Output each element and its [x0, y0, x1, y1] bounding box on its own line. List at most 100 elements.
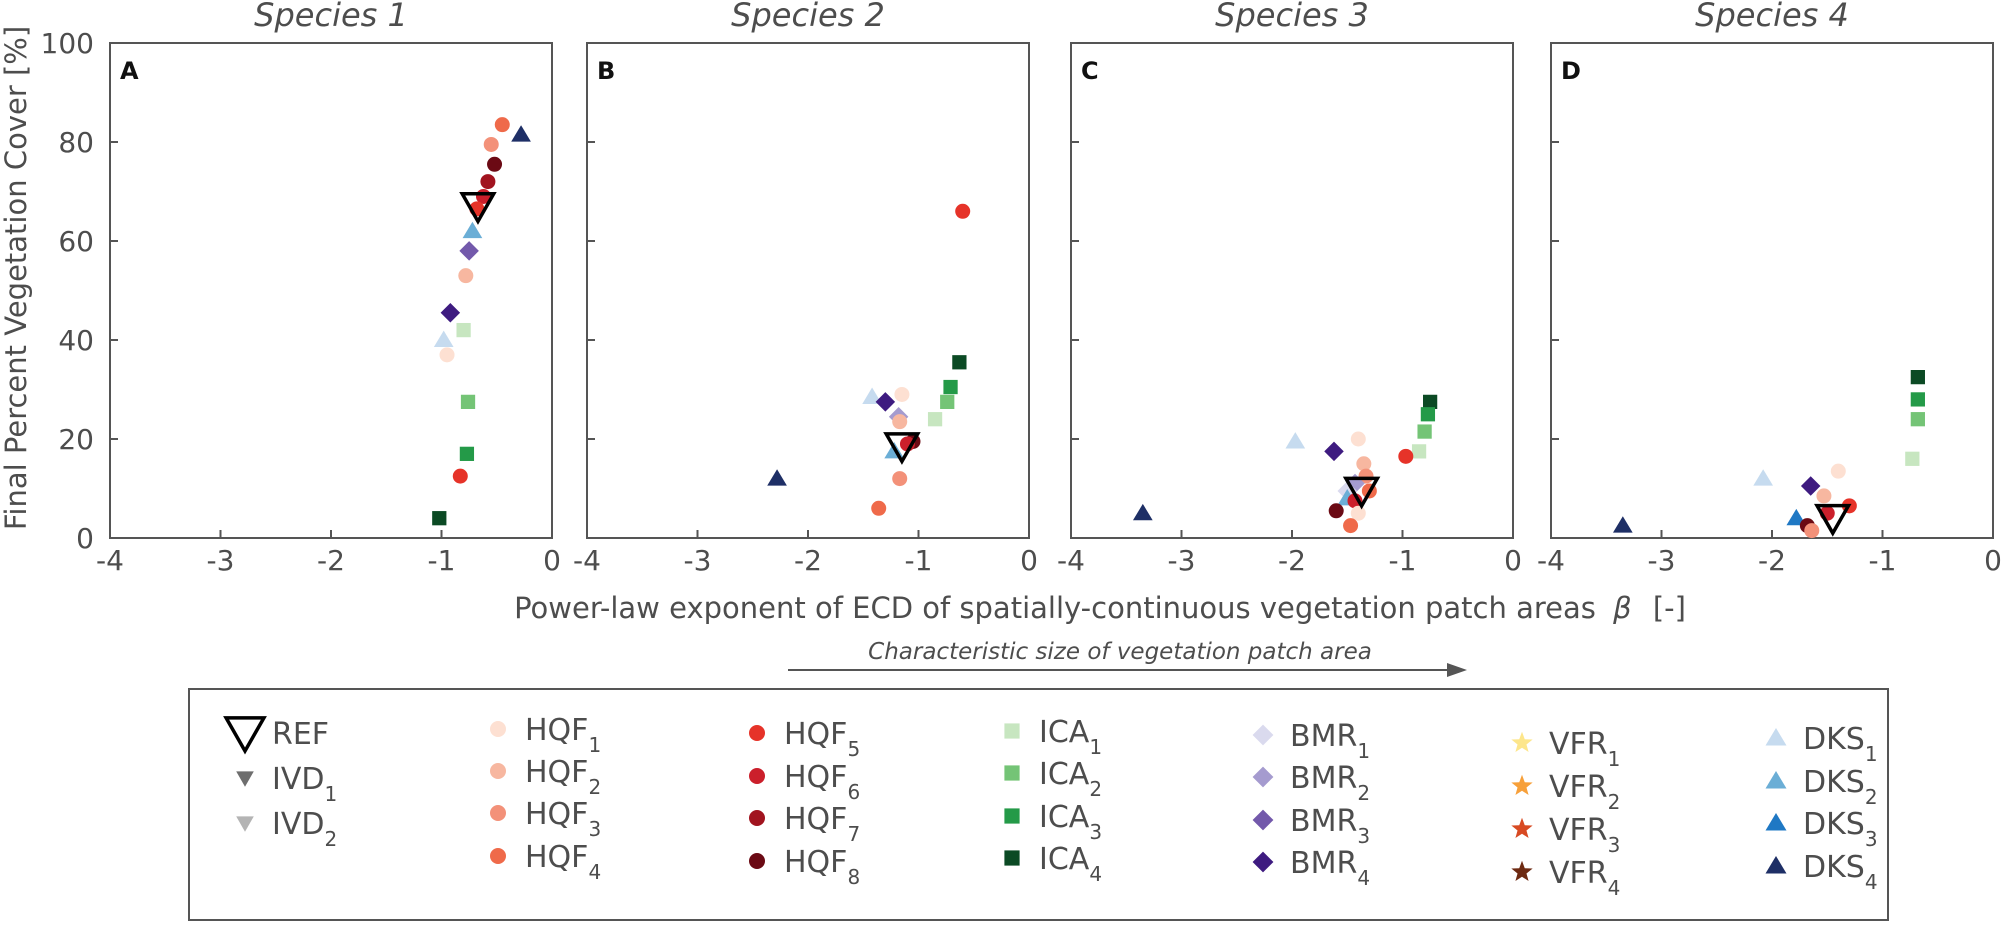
x-tick-label: -3 [1648, 544, 1676, 577]
legend-marker-vfr2 [1511, 774, 1533, 796]
x-tick-label: 0 [1020, 544, 1038, 577]
legend-marker-dks2 [1765, 771, 1787, 789]
x-tick-label: 0 [543, 544, 561, 577]
x-tick-label: -1 [905, 544, 933, 577]
data-point-ica3 [943, 379, 958, 395]
legend-marker-dks1 [1765, 728, 1787, 746]
data-point-hqf5 [955, 203, 971, 219]
data-point-ica2 [940, 394, 955, 409]
legend-marker-bmr4 [1252, 851, 1274, 873]
data-point-bmr4 [1800, 476, 1821, 496]
y-tick-label: 60 [58, 225, 94, 258]
panel-letter: A [120, 57, 139, 85]
data-point-hqf2 [1816, 488, 1832, 504]
legend-label-subscript: 4 [1357, 866, 1370, 890]
data-point-ica4 [1910, 370, 1925, 385]
legend-label: HQF4 [525, 840, 601, 884]
panel-title: Species 3 [1215, 0, 1369, 34]
legend-label: BMR4 [1290, 846, 1370, 890]
legend-label-name: IVD [272, 807, 324, 842]
panel-C: -4 -3 -2 -1 0 Species 3 C [1057, 0, 1522, 577]
legend-item-vfr3: VFR3 [1511, 813, 1620, 857]
data-point-hqf4 [494, 117, 510, 133]
legend-marker-hqf4 [490, 848, 506, 864]
legend-label-subscript: 8 [847, 865, 860, 889]
legend-label: ICA3 [1039, 800, 1102, 844]
data-point-ica1 [927, 412, 943, 427]
legend-label-subscript: 1 [1865, 742, 1878, 766]
legend-marker-hqf8 [749, 853, 765, 869]
legend-label-subscript: 2 [1608, 790, 1621, 814]
data-point-bmr4 [875, 392, 896, 412]
legend-item-bmr3: BMR3 [1252, 804, 1370, 848]
x-tick-label: -2 [1758, 544, 1786, 577]
legend-label-subscript: 3 [1608, 833, 1621, 857]
legend-marker-hqf5 [749, 725, 765, 741]
data-point-hqf3 [483, 136, 499, 152]
data-point-ica4 [1423, 394, 1438, 409]
legend-item-hqf5: HQF5 [749, 717, 860, 761]
legend-label-name: BMR [1290, 804, 1357, 839]
data-point-dks1 [433, 330, 454, 348]
legend-label-subscript: 2 [1089, 777, 1102, 801]
legend-item-hqf2: HQF2 [490, 755, 601, 799]
legend-label-subscript: 2 [588, 775, 601, 799]
legend-marker-ref [223, 716, 267, 755]
legend-label-name: HQF [784, 760, 847, 795]
legend-label-subscript: 3 [1089, 820, 1102, 844]
legend-label-name: ICA [1039, 715, 1090, 750]
legend-box [188, 688, 1889, 921]
legend-label-subscript: 1 [1357, 739, 1370, 763]
legend-marker-vfr4 [1511, 860, 1533, 882]
legend-label-subscript: 1 [588, 733, 601, 757]
legend-label-name: VFR [1549, 770, 1608, 805]
legend-item-hqf1: HQF1 [490, 713, 601, 757]
x-tick-label: -2 [1278, 544, 1306, 577]
legend-item-ref: REF [223, 716, 329, 755]
data-point-hqf1 [439, 347, 455, 363]
data-point-dks1 [1285, 432, 1306, 449]
legend-label-subscript: 1 [324, 782, 337, 806]
legend-label: VFR3 [1549, 813, 1620, 857]
panel-frame [109, 42, 553, 539]
legend-item-vfr2: VFR2 [1511, 770, 1620, 814]
legend-label: VFR1 [1549, 727, 1620, 771]
x-axis-title-text: Power-law exponent of ECD of spatially-c… [514, 591, 1596, 625]
legend-marker-bmr3 [1252, 809, 1274, 831]
panel-title: Species 2 [731, 0, 885, 34]
data-point-hqf1 [1350, 431, 1366, 447]
legend-label-name: VFR [1549, 813, 1608, 848]
legend-marker-hqf1 [490, 721, 506, 737]
data-point-dks2 [462, 221, 483, 239]
data-point-dks1 [1753, 469, 1774, 486]
panel-letter: D [1561, 57, 1581, 85]
legend-label-subscript: 6 [847, 780, 860, 804]
data-point-hqf2 [1356, 456, 1372, 472]
data-point-dks4 [767, 469, 787, 486]
legend-item-hqf3: HQF3 [490, 797, 601, 841]
x-tick-label: -1 [1869, 544, 1897, 577]
data-point-hqf1 [1830, 463, 1846, 479]
legend-label-name: ICA [1039, 842, 1090, 877]
legend-label-name: HQF [525, 840, 588, 875]
legend-marker-hqf3 [490, 805, 506, 821]
legend-marker-ica2 [1004, 765, 1020, 781]
legend-label-subscript: 3 [588, 817, 601, 841]
legend-marker-ica1 [1004, 723, 1020, 739]
x-tick-label: 0 [1504, 544, 1522, 577]
legend-item-dks1: DKS1 [1765, 722, 1878, 766]
data-point-hqf7 [480, 174, 496, 190]
legend-label-subscript: 4 [588, 860, 601, 884]
legend-marker-bmr2 [1252, 766, 1274, 788]
x-tick-label: -2 [317, 544, 345, 577]
data-point-ref [459, 192, 497, 225]
legend-label: HQF7 [784, 802, 860, 846]
data-point-hqf8 [487, 156, 503, 172]
x-tick-label: -4 [1537, 544, 1565, 577]
x-tick-label: -3 [207, 544, 235, 577]
legend-item-ivd1: IVD1 [236, 762, 337, 806]
data-point-ica4 [432, 511, 447, 526]
panel-letter: B [597, 57, 615, 85]
data-point-ica2 [460, 394, 476, 409]
